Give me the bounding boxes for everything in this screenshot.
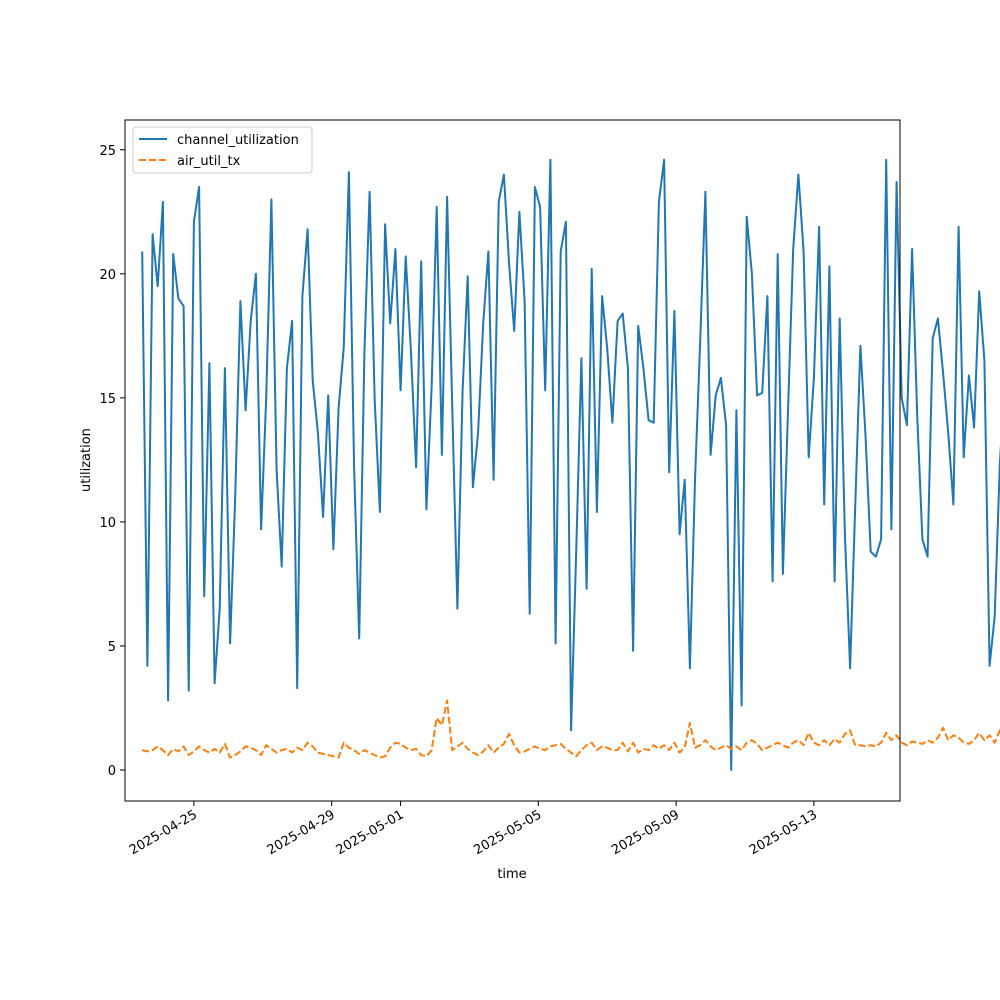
y-axis-label: utilization <box>79 428 94 492</box>
x-tick-label: 2025-05-01 <box>334 807 407 858</box>
y-tick-label: 0 <box>108 764 116 779</box>
legend-frame <box>132 126 313 174</box>
legend: channel_utilization air_util_tx <box>132 126 313 174</box>
y-tick-label: 10 <box>99 516 116 531</box>
y-tick-label: 5 <box>108 640 116 655</box>
y-tick-label: 20 <box>99 268 116 283</box>
x-tick-label: 2025-05-05 <box>471 807 544 858</box>
series-line-channel-utilization <box>141 158 1000 771</box>
y-tick-label: 15 <box>99 392 116 407</box>
y-tick-label: 25 <box>99 144 116 159</box>
x-tick-label: 2025-04-29 <box>265 807 338 858</box>
legend-label-air-util-tx: air_util_tx <box>177 154 241 169</box>
x-tick-label: 2025-04-25 <box>127 807 200 858</box>
series-layer <box>141 158 1000 771</box>
x-tick-label: 2025-05-13 <box>747 807 820 858</box>
axes <box>124 119 901 802</box>
x-tick-label: 2025-05-09 <box>609 807 682 858</box>
series-line-air-util-tx <box>141 699 1000 759</box>
x-axis-label: time <box>497 867 526 882</box>
legend-label-channel-utilization: channel_utilization <box>177 133 299 148</box>
plot-frame <box>124 119 901 802</box>
